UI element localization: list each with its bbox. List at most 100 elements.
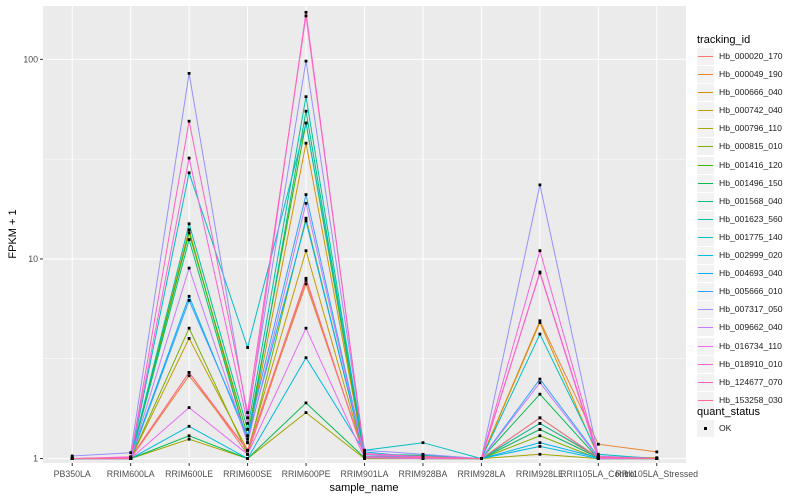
legend-key	[697, 120, 714, 138]
x-tick-label: RRIM928LA	[457, 469, 505, 479]
legend-label: Hb_001775_140	[719, 231, 783, 242]
legend-title: tracking_id	[697, 34, 751, 46]
data-point	[246, 411, 249, 414]
data-point	[304, 356, 308, 360]
data-point	[187, 434, 191, 438]
legend-swatch	[698, 92, 713, 94]
x-tick-label: RRII105LA_Control	[560, 469, 636, 479]
legend-label: Hb_009662_040	[719, 322, 783, 333]
legend-item: Hb_005666_010	[697, 283, 797, 301]
legend-swatch	[698, 236, 713, 238]
data-point	[246, 448, 249, 452]
data-point	[304, 279, 308, 282]
legend-label: Hb_016734_110	[719, 340, 782, 351]
x-tick-label: RRIM600LE	[165, 469, 213, 479]
legend-item: Hb_124677_070	[697, 373, 797, 392]
data-point	[421, 452, 425, 456]
legend-label: Hb_002999_020	[719, 250, 783, 261]
data-point	[187, 238, 191, 241]
legend-label: Hb_001568_040	[719, 195, 783, 206]
y-axis-title: FPKM + 1	[7, 209, 19, 258]
quant-status-legend-title: quant_status	[697, 406, 760, 418]
legend-swatch	[698, 128, 713, 130]
data-point	[187, 228, 191, 232]
legend-swatch	[698, 399, 713, 401]
series-points	[70, 10, 659, 460]
data-point	[304, 109, 308, 113]
legend-item: Hb_001568_040	[697, 192, 797, 211]
legend-item: Hb_001623_560	[697, 210, 797, 229]
legend-swatch	[698, 291, 713, 293]
data-point	[538, 452, 542, 456]
data-point	[304, 121, 308, 125]
legend-item: Hb_001775_140	[697, 228, 797, 247]
data-point	[304, 201, 308, 205]
data-point	[421, 441, 425, 445]
data-point	[538, 434, 542, 438]
data-point	[187, 156, 191, 160]
legend-item: Hb_000796_110	[697, 120, 797, 138]
data-point	[304, 95, 308, 99]
legend-swatch	[698, 363, 713, 365]
data-point	[304, 14, 308, 18]
legend-label: Hb_018910_010	[719, 358, 783, 369]
legend-label: Hb_124677_070	[719, 376, 783, 387]
legend-item: Hb_009662_040	[697, 319, 797, 337]
data-point	[655, 457, 659, 460]
legend-swatch	[698, 309, 713, 311]
data-point	[596, 452, 600, 456]
legend-label: Hb_001496_150	[719, 177, 783, 188]
data-point	[538, 377, 542, 381]
legend-swatch	[698, 110, 713, 112]
data-point	[246, 416, 249, 420]
data-point	[363, 452, 366, 455]
legend-label: Hb_000815_010	[719, 141, 783, 152]
data-point	[70, 454, 74, 458]
data-point	[304, 10, 308, 14]
data-point	[538, 249, 542, 253]
legend-swatch	[698, 164, 713, 166]
legend-key	[697, 265, 714, 283]
point-marker	[704, 427, 707, 430]
data-point	[304, 193, 308, 196]
data-point	[304, 219, 308, 223]
legend-key	[697, 84, 714, 102]
data-point	[187, 72, 191, 75]
legend-swatch	[698, 182, 713, 184]
data-point	[538, 381, 542, 385]
data-point	[363, 448, 366, 452]
y-tick-label: 100	[23, 54, 38, 64]
data-point	[246, 437, 249, 441]
y-tick-label: 10	[28, 254, 38, 264]
data-point	[187, 337, 191, 340]
legend-label: Hb_000796_110	[719, 123, 782, 134]
legend-key	[697, 355, 714, 373]
data-point	[187, 424, 191, 428]
legend-item: Hb_016734_110	[697, 337, 797, 356]
legend-label: Hb_004693_040	[719, 268, 783, 279]
legend-item: Hb_002999_020	[697, 247, 797, 265]
data-point	[538, 445, 542, 448]
tracking-id-legend: tracking_id Hb_000020_170 Hb_000049_190 Hb…	[697, 32, 797, 410]
data-point	[538, 441, 542, 445]
legend-key	[697, 138, 714, 156]
data-point	[246, 422, 249, 425]
legend-key	[697, 174, 714, 192]
x-tick-label: PB350LA	[54, 469, 91, 479]
legend-item: Hb_000666_040	[697, 84, 797, 102]
legend-label: Hb_001623_560	[719, 213, 783, 224]
quant-status-legend: quant_status OK	[697, 405, 797, 437]
legend-key	[697, 283, 714, 301]
legend-swatch	[698, 146, 713, 148]
legend-swatch	[698, 273, 713, 275]
data-point	[187, 299, 191, 302]
legend-item: Hb_001416_120	[697, 156, 797, 175]
data-point	[246, 452, 249, 456]
data-point	[304, 282, 308, 286]
x-tick-label: RRIM928LE	[516, 469, 564, 479]
legend-item: Hb_001496_150	[697, 174, 797, 193]
x-tick-label: RRIM928BA	[399, 469, 448, 479]
x-tick-label: RRIM600PE	[282, 469, 331, 479]
y-axis: 1 10 100	[23, 54, 43, 464]
